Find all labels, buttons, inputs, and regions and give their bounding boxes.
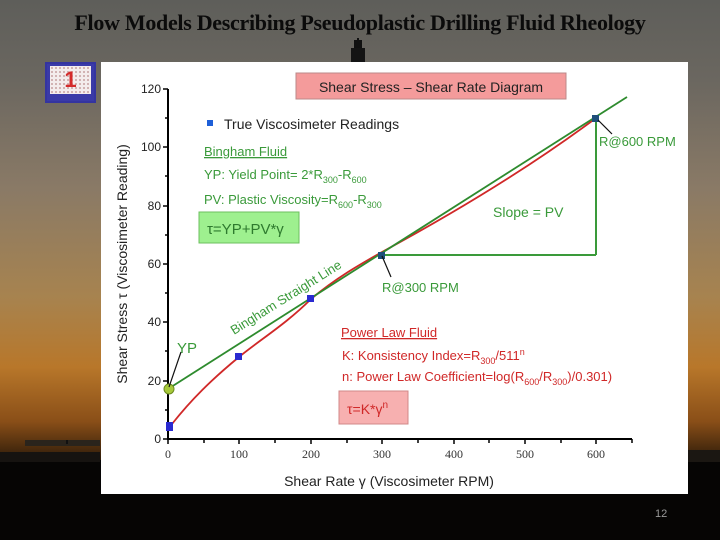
y-tick-20: 20 bbox=[148, 374, 162, 388]
y-tick-120: 120 bbox=[141, 82, 161, 96]
bingham-heading: Bingham Fluid bbox=[204, 144, 287, 159]
slope-label: Slope = PV bbox=[493, 204, 564, 220]
y-tick-100: 100 bbox=[141, 140, 161, 154]
legend: True Viscosimeter Readings bbox=[207, 116, 399, 132]
x-tick-500: 500 bbox=[516, 447, 534, 461]
badge-number: 1 bbox=[50, 66, 91, 94]
y-tick-40: 40 bbox=[148, 315, 162, 329]
r600-label: R@600 RPM bbox=[599, 134, 676, 149]
consistency-index-formula: K: Konsistency Index=R300/511n bbox=[342, 347, 525, 366]
x-axis: 0 100 200 300 400 500 600 Shear Rate γ (… bbox=[165, 438, 633, 489]
y-tick-0: 0 bbox=[154, 432, 161, 446]
data-point bbox=[592, 115, 599, 122]
x-tick-600: 600 bbox=[587, 447, 605, 461]
power-law-block: Power Law Fluid K: Konsistency Index=R30… bbox=[338, 325, 612, 425]
yield-point-marker bbox=[163, 383, 175, 395]
x-tick-0: 0 bbox=[165, 447, 171, 461]
drilling-rig-silhouette bbox=[351, 38, 365, 62]
viscosimeter-readings bbox=[166, 115, 599, 431]
slope-construction bbox=[382, 118, 597, 256]
slide-number-badge: 1 bbox=[45, 62, 96, 103]
bingham-line-label: Bingham Straight Line bbox=[228, 257, 344, 338]
shear-stress-chart: 0 20 40 60 80 100 120 Shear Stress τ (Vi… bbox=[114, 72, 676, 489]
power-law-equation: τ=K*γn bbox=[347, 400, 388, 417]
chart-title: Shear Stress – Shear Rate Diagram bbox=[319, 79, 543, 95]
legend-marker-icon bbox=[207, 120, 213, 126]
r300-label: R@300 RPM bbox=[382, 280, 459, 295]
data-point bbox=[166, 422, 173, 431]
power-law-heading: Power Law Fluid bbox=[341, 325, 437, 340]
page-number: 12 bbox=[655, 508, 668, 520]
plastic-viscosity-formula: PV: Plastic Viscosity=R600-R300 bbox=[204, 192, 382, 210]
x-tick-200: 200 bbox=[302, 447, 320, 461]
x-tick-300: 300 bbox=[373, 447, 391, 461]
chart-title-box: Shear Stress – Shear Rate Diagram bbox=[295, 72, 567, 100]
x-tick-100: 100 bbox=[230, 447, 248, 461]
x-axis-title: Shear Rate γ (Viscosimeter RPM) bbox=[284, 473, 494, 489]
bingham-equation: τ=YP+PV*γ bbox=[207, 221, 284, 238]
y-axis-title: Shear Stress τ (Viscosimeter Reading) bbox=[114, 144, 130, 383]
x-tick-400: 400 bbox=[445, 447, 463, 461]
y-axis: 0 20 40 60 80 100 120 Shear Stress τ (Vi… bbox=[114, 82, 169, 446]
legend-label: True Viscosimeter Readings bbox=[224, 116, 399, 132]
yp-label: YP bbox=[177, 340, 197, 357]
y-tick-60: 60 bbox=[148, 257, 162, 271]
data-point bbox=[307, 295, 314, 302]
data-point bbox=[378, 252, 385, 259]
data-point bbox=[235, 353, 242, 360]
chart-panel: 0 20 40 60 80 100 120 Shear Stress τ (Vi… bbox=[101, 62, 688, 494]
slide-title: Flow Models Describing Pseudoplastic Dri… bbox=[74, 10, 646, 35]
power-law-coefficient-formula: n: Power Law Coefficient=log(R600/R300)/… bbox=[342, 369, 612, 387]
y-tick-80: 80 bbox=[148, 199, 162, 213]
bingham-straight-line bbox=[167, 96, 628, 390]
power-law-curve bbox=[171, 117, 597, 425]
bingham-fluid-block: Bingham Fluid YP: Yield Point= 2*R300-R6… bbox=[198, 144, 382, 244]
yield-point-formula: YP: Yield Point= 2*R300-R600 bbox=[204, 167, 367, 185]
